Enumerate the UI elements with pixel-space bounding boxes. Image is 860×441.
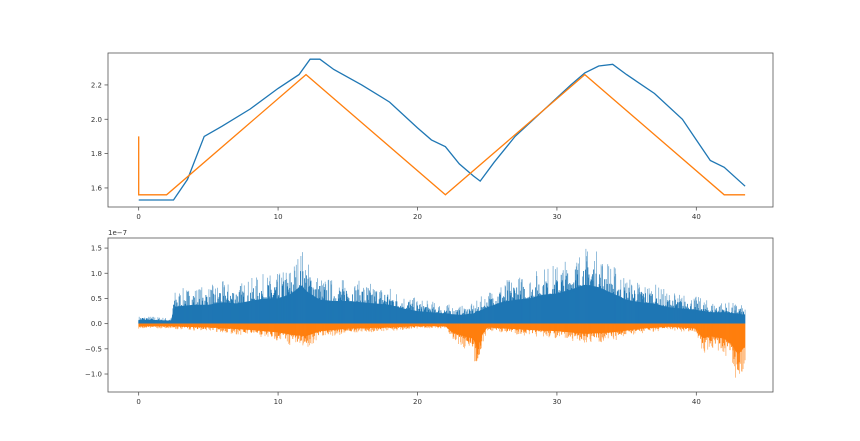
plot-area (138, 58, 746, 201)
x-tick-label: 0 (136, 213, 140, 221)
y-tick-label: 0.0 (91, 320, 102, 328)
x-tick-label: 0 (136, 398, 140, 406)
series-signal-1 (138, 248, 746, 324)
x-tick-label: 10 (274, 213, 283, 221)
x-tick-label: 40 (692, 398, 701, 406)
axes-frame (107, 237, 774, 393)
y-tick-label: −0.5 (85, 345, 102, 353)
y-tick-label: −1.0 (85, 371, 102, 379)
bottom-axes: 1e−7 0 10 20 30 40 −1.0 −0.5 0.0 0.5 1.0 1.5 (85, 229, 774, 406)
y-tick-label: 2.2 (91, 81, 102, 89)
plot-area (138, 248, 746, 378)
axes-frame (107, 52, 774, 208)
y-tick-label: 0.5 (91, 295, 102, 303)
x-tick-label: 10 (274, 398, 283, 406)
x-tick-label: 20 (413, 398, 422, 406)
series-line-1 (138, 58, 746, 201)
top-axes: 0 10 20 30 40 1.6 1.8 2.0 2.2 (91, 52, 774, 221)
y-tick-label: 1.8 (91, 150, 102, 158)
x-tick-label: 30 (552, 213, 561, 221)
y-tick-label: 1.6 (91, 184, 103, 192)
x-tick-label: 40 (692, 213, 701, 221)
y-tick-label: 1.5 (91, 245, 102, 253)
y-tick-label: 1.0 (91, 270, 102, 278)
series-signal-2 (138, 323, 746, 378)
x-tick-label: 30 (552, 398, 561, 406)
y-tick-label: 2.0 (91, 116, 102, 124)
series-line-2 (138, 73, 746, 196)
y-offset-label: 1e−7 (108, 229, 127, 237)
x-tick-label: 20 (413, 213, 422, 221)
